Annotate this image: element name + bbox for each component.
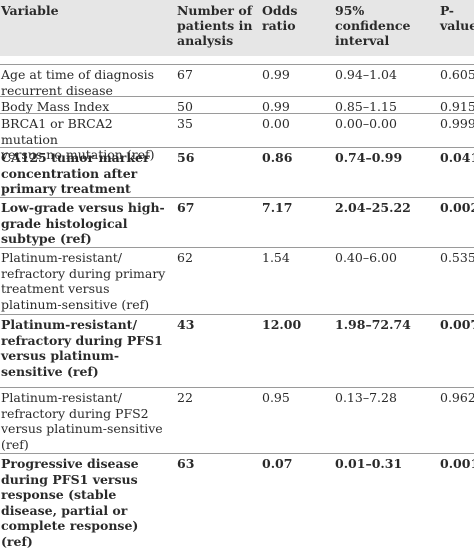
cell-odds-ratio: 0.99 [262,99,290,114]
cell-odds-ratio: 0.07 [262,456,293,471]
cell-odds-ratio: 1.54 [262,250,290,265]
cell-patients: 43 [177,317,195,332]
table-row: BRCA1 or BRCA2 mutation versus no mutati… [0,113,474,162]
table-row: Progressive disease during PFS1 versus r… [0,453,474,558]
cell-patients: 63 [177,456,195,471]
header-odds-ratio: Odds ratio [262,3,298,33]
cell-odds-ratio: 0.99 [262,67,290,82]
cell-p-value: 0.007 [440,317,474,332]
cell-patients: 50 [177,99,193,114]
cell-confidence-interval: 0.01–0.31 [335,456,403,471]
cell-variable: Platinum-resistant/ refractory during PF… [1,317,163,379]
cell-confidence-interval: 0.40–6.00 [335,250,397,265]
cell-odds-ratio: 0.86 [262,150,293,165]
cell-odds-ratio: 0.00 [262,116,290,131]
table-row: Age at time of diagnosis recurrent disea… [0,64,474,98]
header-confidence-interval: 95% confidence interval [335,3,411,48]
cell-odds-ratio: 12.00 [262,317,302,332]
table-row: Platinum-resistant/ refractory during PF… [0,314,474,384]
cell-confidence-interval: 0.94–1.04 [335,67,397,82]
cell-variable: Progressive disease during PFS1 versus r… [1,456,139,549]
cell-patients: 56 [177,150,195,165]
cell-confidence-interval: 2.04–25.22 [335,200,411,215]
cell-p-value: 0.915 [440,99,474,114]
cell-patients: 62 [177,250,193,265]
table-row: CA125 tumor marker concentration after p… [0,147,474,198]
cell-confidence-interval: 0.00–0.00 [335,116,397,131]
table-row: Body Mass Index 50 0.99 0.85–1.15 0.915 [0,96,474,115]
cell-variable: Low-grade versus high- grade histologica… [1,200,165,246]
cell-variable: Age at time of diagnosis recurrent disea… [1,67,155,98]
cell-confidence-interval: 0.74–0.99 [335,150,403,165]
cell-p-value: 0.605 [440,67,474,82]
table-row: Low-grade versus high- grade histologica… [0,197,474,248]
table-header: Variable Number of patients in analysis … [0,0,474,56]
cell-variable: Platinum-resistant/ refractory during pr… [1,250,166,312]
cell-odds-ratio: 7.17 [262,200,293,215]
cell-p-value: 0.041 [440,150,474,165]
cell-confidence-interval: 1.98–72.74 [335,317,411,332]
cell-patients: 67 [177,200,195,215]
table-row: Platinum-resistant/ refractory during PF… [0,387,474,454]
cell-patients: 22 [177,390,193,405]
cell-p-value: 0.535 [440,250,474,265]
table-row: Platinum-resistant/ refractory during pr… [0,247,474,316]
cell-variable: BRCA1 or BRCA2 mutation versus no mutati… [1,116,155,162]
header-variable: Variable [1,3,59,18]
cell-confidence-interval: 0.13–7.28 [335,390,397,405]
cell-variable: CA125 tumor marker concentration after p… [1,150,150,196]
cell-p-value: 0.962 [440,390,474,405]
header-p-value: P- value [440,3,474,33]
cell-patients: 67 [177,67,193,82]
cell-p-value: 0.999 [440,116,474,131]
header-patients: Number of patients in analysis [177,3,253,48]
cell-patients: 35 [177,116,193,131]
cell-odds-ratio: 0.95 [262,390,290,405]
cell-variable: Platinum-resistant/ refractory during PF… [1,390,163,452]
cell-variable: Body Mass Index [1,99,110,114]
cell-p-value: 0.0022 [440,200,474,215]
cell-p-value: 0.001 [440,456,474,471]
cell-confidence-interval: 0.85–1.15 [335,99,397,114]
